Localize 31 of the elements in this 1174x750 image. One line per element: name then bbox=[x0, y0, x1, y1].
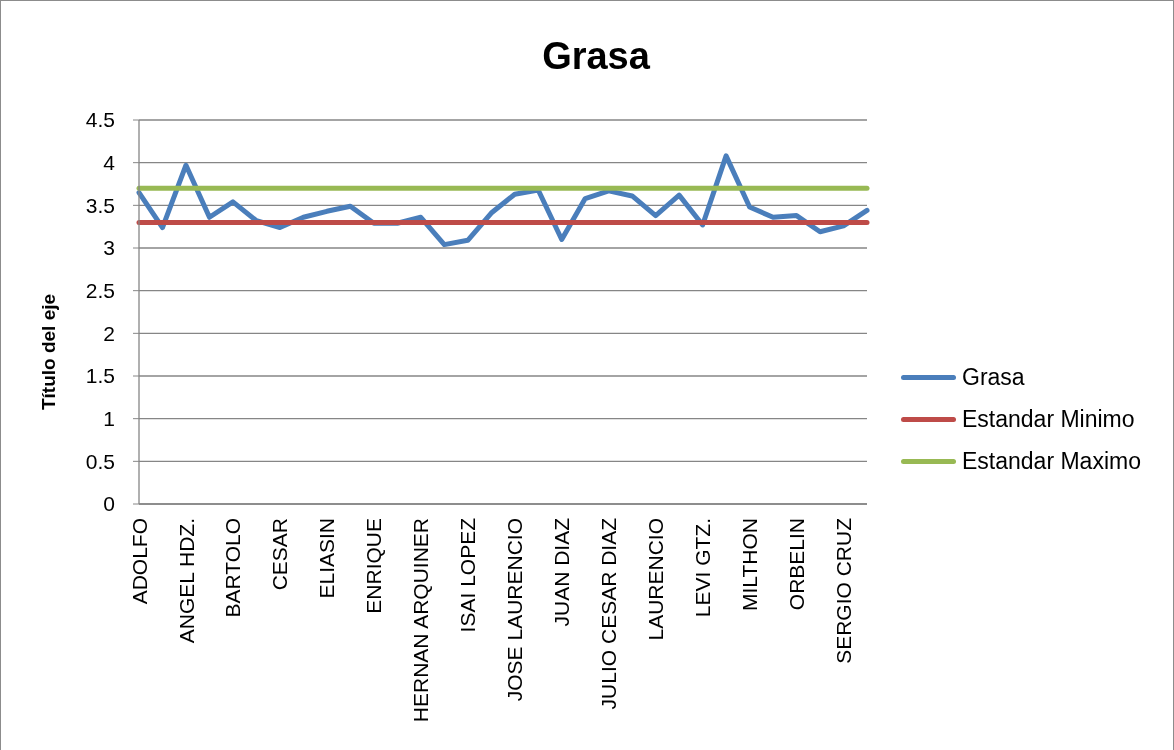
x-tick-label: ENRIQUE bbox=[362, 518, 386, 614]
x-tick-label: BARTOLO bbox=[221, 518, 245, 618]
x-tick-label: ADOLFO bbox=[127, 518, 151, 605]
y-tick-label: 1.5 bbox=[85, 364, 115, 388]
x-tick-label: ISAI LOPEZ bbox=[456, 517, 480, 633]
legend-label: Grasa bbox=[962, 363, 1025, 391]
x-tick-label: JUAN DIAZ bbox=[550, 517, 574, 627]
x-tick-label: ORBELIN bbox=[785, 518, 809, 611]
y-tick-label: 0.5 bbox=[85, 449, 115, 473]
x-tick-label: ELIASIN bbox=[315, 518, 339, 599]
y-axis-title: Título del eje bbox=[37, 293, 59, 411]
x-tick-label: ANGEL HDZ. bbox=[174, 518, 198, 644]
y-tick-label: 2 bbox=[103, 321, 115, 345]
x-tick-label: JOSE LAURENCIO bbox=[503, 518, 527, 702]
y-tick-label: 3 bbox=[103, 236, 115, 260]
x-tick-label: JULIO CESAR DIAZ bbox=[597, 517, 621, 710]
chart-title: Grasa bbox=[541, 35, 651, 77]
x-tick-label: LAURENCIO bbox=[644, 518, 668, 641]
y-tick-label: 4.5 bbox=[85, 108, 115, 132]
x-tick-label: HERNAN ARQUINER bbox=[409, 518, 433, 723]
y-tick-label: 4 bbox=[103, 151, 116, 175]
x-tick-label: LEVI GTZ. bbox=[691, 518, 715, 618]
legend-label: Estandar Minimo bbox=[962, 405, 1135, 433]
y-tick-label: 1 bbox=[103, 407, 115, 431]
x-tick-label: MILTHON bbox=[738, 518, 762, 611]
x-tick-label: CESAR bbox=[268, 518, 292, 591]
y-tick-label: 3.5 bbox=[85, 193, 115, 217]
y-tick-label: 0 bbox=[103, 492, 115, 516]
x-tick-label: SERGIO CRUZ bbox=[832, 517, 856, 664]
y-tick-label: 2.5 bbox=[85, 279, 115, 303]
legend-label: Estandar Maximo bbox=[962, 447, 1141, 475]
